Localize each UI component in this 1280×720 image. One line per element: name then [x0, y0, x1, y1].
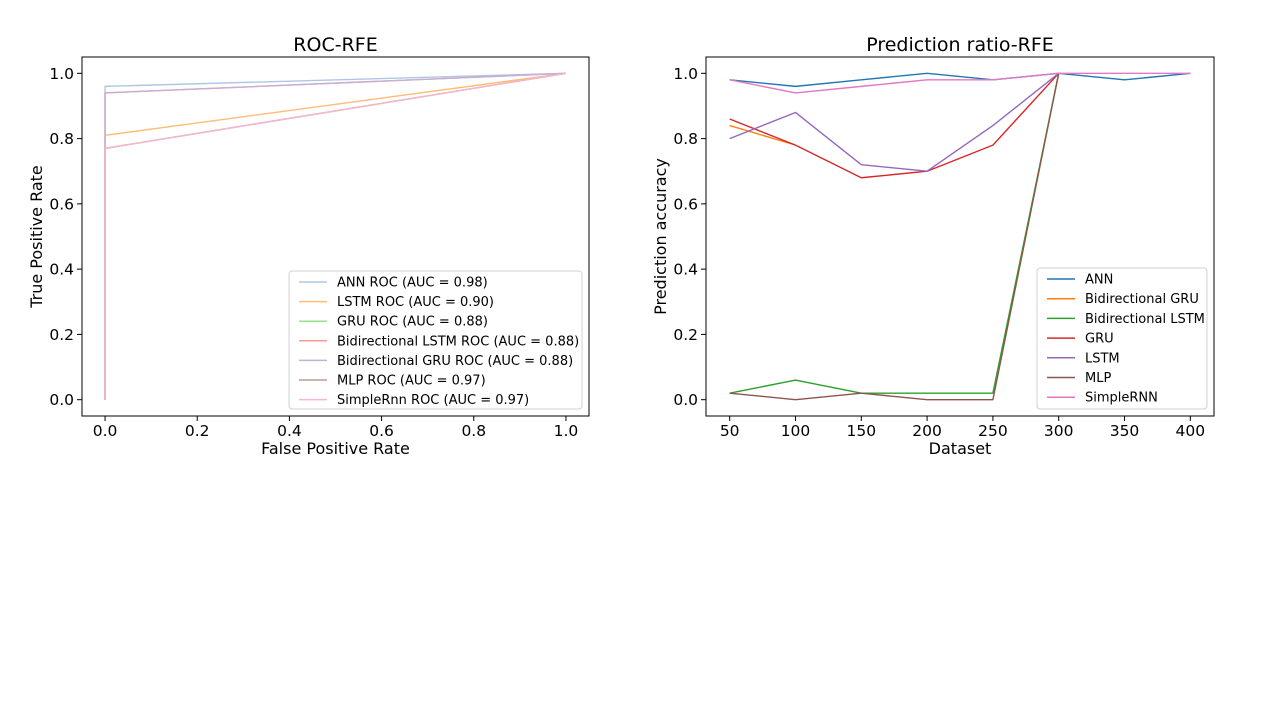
legend-label: ANN — [1085, 273, 1113, 288]
legend: ANN ROC (AUC = 0.98) LSTM ROC (AUC = 0.90… — [288, 270, 583, 410]
x-tick-label: 100 — [781, 422, 811, 440]
series-line-6 — [729, 73, 1060, 401]
x-tick-label: 0.2 — [185, 422, 210, 440]
y-tick-label: 1.0 — [49, 65, 74, 83]
series-line-4 — [729, 72, 1060, 179]
legend: ANN Bidirectional GRU Bidirectional LSTM GR… — [1036, 267, 1208, 410]
legend-box — [288, 270, 583, 410]
series-group — [729, 72, 1191, 401]
legend-label: GRU — [1085, 332, 1114, 347]
legend-label: SimpleRNN — [1085, 391, 1158, 406]
x-tick-label: 350 — [1110, 422, 1140, 440]
legend-label: Bidirectional LSTM ROC (AUC = 0.88) — [337, 334, 579, 349]
y-axis-label: Prediction accuracy — [651, 158, 670, 315]
series-line-7 — [104, 72, 567, 400]
legend-label: LSTM ROC (AUC = 0.90) — [337, 295, 494, 310]
legend-label: ANN ROC (AUC = 0.98) — [337, 276, 488, 291]
legend-label: Bidirectional GRU — [1085, 292, 1199, 307]
legend-label: MLP — [1085, 371, 1111, 386]
series-line-5 — [729, 72, 1060, 172]
series-line-3 — [729, 73, 1060, 394]
y-tick-label: 0.6 — [49, 195, 74, 213]
legend-label: GRU ROC (AUC = 0.88) — [337, 315, 488, 330]
series-line-2 — [729, 124, 796, 146]
y-tick-label: 0.8 — [673, 130, 698, 148]
x-tick-label: 0.4 — [277, 422, 302, 440]
x-tick-label: 250 — [978, 422, 1008, 440]
legend-label: Bidirectional LSTM — [1085, 312, 1205, 327]
y-tick-label: 1.0 — [673, 65, 698, 83]
x-tick-label: 300 — [1044, 422, 1074, 440]
chart-1: 0.0 0.2 0.4 0.6 0.8 1.0 0.0 0.2 0.4 0.6 0.8 1.0 ROC-… — [27, 34, 590, 458]
x-tick-label: 0.6 — [369, 422, 394, 440]
legend-label: Bidirectional GRU ROC (AUC = 0.88) — [337, 354, 573, 369]
y-tick-label: 0.6 — [673, 195, 698, 213]
x-tick-label: 0.0 — [93, 422, 118, 440]
x-tick-label: 1.0 — [554, 422, 579, 440]
x-tick-label: 200 — [912, 422, 942, 440]
chart-title: Prediction ratio-RFE — [866, 34, 1054, 56]
y-tick-label: 0.4 — [673, 261, 698, 279]
x-axis-label: Dataset — [929, 439, 992, 458]
y-tick-label: 0.4 — [49, 261, 74, 279]
y-tick-label: 0.2 — [49, 326, 74, 344]
chart-title: ROC-RFE — [293, 34, 377, 56]
series-line-1 — [729, 72, 1191, 88]
plot-frame — [705, 56, 1215, 417]
series-line-7 — [729, 72, 1191, 94]
x-tick-label: 50 — [720, 422, 740, 440]
x-tick-label: 0.8 — [461, 422, 486, 440]
legend-box — [1036, 267, 1208, 410]
x-tick-label: 150 — [846, 422, 876, 440]
y-tick-label: 0.0 — [49, 391, 74, 409]
legend-label: SimpleRnn ROC (AUC = 0.97) — [337, 393, 529, 408]
plot-frame — [81, 56, 590, 417]
x-tick-label: 400 — [1176, 422, 1206, 440]
series-group — [104, 72, 567, 400]
y-tick-label: 0.8 — [49, 130, 74, 148]
y-axis-label: True Positive Rate — [27, 165, 46, 309]
chart-2: 50 100 150 200 250 300 350 400 0.0 0.2 0.4 0.6 0.8 1.… — [651, 34, 1215, 458]
legend-label: LSTM — [1085, 351, 1120, 366]
x-axis-label: False Positive Rate — [261, 439, 410, 458]
y-tick-label: 0.0 — [673, 391, 698, 409]
y-tick-label: 0.2 — [673, 326, 698, 344]
legend-label: MLP ROC (AUC = 0.97) — [337, 374, 486, 389]
